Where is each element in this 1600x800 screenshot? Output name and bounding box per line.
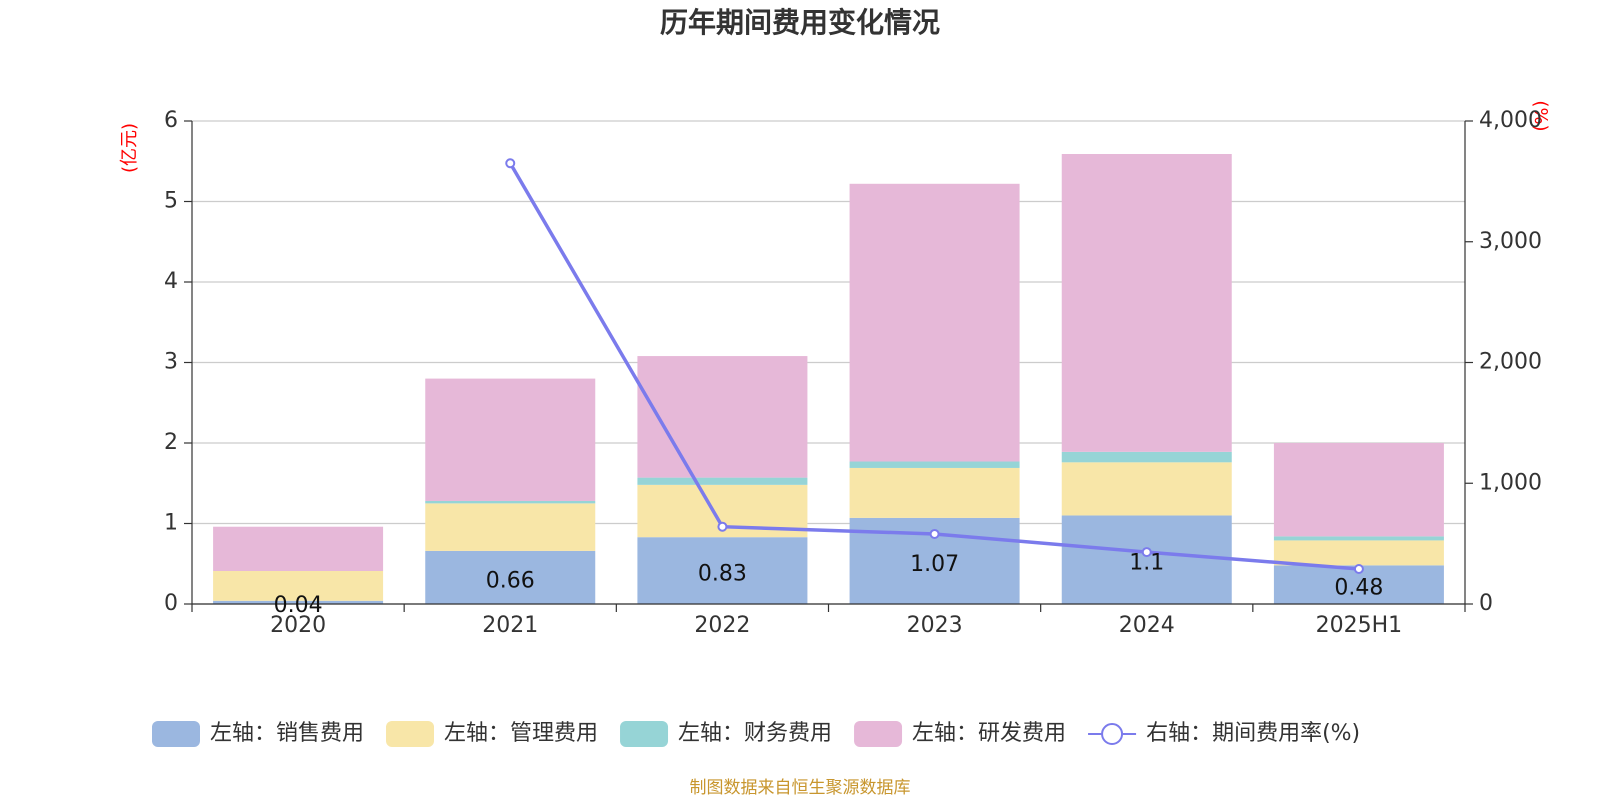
- x-tick-label: 2021: [482, 613, 538, 638]
- legend-label: 右轴：期间费用率(%): [1146, 721, 1360, 746]
- left-tick-label: 6: [164, 108, 178, 133]
- x-tick-label: 2020: [270, 613, 326, 638]
- left-tick-label: 1: [164, 511, 178, 536]
- bar-segment: [637, 537, 808, 604]
- bar-segment: [1273, 540, 1444, 566]
- source-note: 制图数据来自恒生聚源数据库: [690, 778, 911, 798]
- legend-swatch: [386, 721, 435, 747]
- bar-segment: [1061, 154, 1232, 452]
- right-tick-label: 3,000: [1479, 229, 1542, 254]
- left-tick-label: 0: [164, 591, 178, 616]
- right-axis-unit: (%): [1530, 100, 1551, 131]
- right-tick-label: 1,000: [1479, 470, 1542, 495]
- legend-label: 左轴：管理费用: [444, 721, 598, 746]
- bar-segment: [213, 526, 384, 571]
- bar-segment: [1061, 462, 1232, 516]
- bar-segment: [637, 477, 808, 485]
- bar-segment: [425, 500, 596, 504]
- rate-point: [505, 158, 516, 169]
- data-labels: 0.04 0.66 0.83 1.07 1.1 0.48: [274, 551, 1384, 618]
- bar-series: [213, 154, 1444, 604]
- legend: 左轴：销售费用 左轴：管理费用 左轴：财务费用 左轴：研发费用 右轴：期间费用率(%): [152, 721, 1360, 747]
- left-tick-label: 2: [164, 430, 178, 455]
- bar-segment: [1273, 536, 1444, 541]
- left-tick-label: 4: [164, 269, 178, 294]
- bar-segment: [425, 550, 596, 604]
- left-tick-label: 5: [164, 189, 178, 214]
- bar-segment: [425, 503, 596, 551]
- legend-swatch: [620, 721, 669, 747]
- bar-value-label: 1.1: [1129, 551, 1164, 576]
- x-tick-label: 2025H1: [1316, 613, 1403, 638]
- bar-value-label: 0.48: [1334, 576, 1383, 601]
- bar-segment: [213, 570, 384, 601]
- legend-label: 左轴：财务费用: [678, 721, 832, 746]
- bar-segment: [849, 467, 1020, 518]
- legend-swatch: [854, 721, 903, 747]
- bar-segment: [1061, 515, 1232, 604]
- line-series: [505, 158, 1364, 574]
- chart-title: 历年期间费用变化情况: [660, 6, 940, 39]
- rate-point: [717, 521, 728, 532]
- axes: 0 1 2 3 4 5 6 0 1,000 2,000 3,000 4,000 2020 2021 2022…: [164, 108, 1542, 638]
- x-tick-label: 2022: [694, 613, 750, 638]
- right-tick-label: 0: [1479, 591, 1493, 616]
- legend-line-marker: [1101, 723, 1124, 745]
- bar-segment: [849, 183, 1020, 462]
- bar-value-label: 0.66: [486, 568, 535, 593]
- bar-segment: [213, 600, 384, 604]
- bar-segment: [849, 461, 1020, 468]
- legend-swatch: [152, 721, 200, 747]
- bar-segment: [1061, 451, 1232, 463]
- right-tick-label: 2,000: [1479, 350, 1542, 375]
- rate-point: [1141, 547, 1152, 558]
- left-axis-unit: (亿元): [119, 123, 140, 173]
- bar-value-label: 0.83: [698, 562, 747, 587]
- rate-point: [1353, 563, 1364, 574]
- rate-point: [929, 528, 940, 539]
- x-tick-label: 2023: [907, 613, 963, 638]
- x-tick-label: 2024: [1119, 613, 1175, 638]
- right-tick-label: 4,000: [1479, 108, 1542, 133]
- bar-segment: [637, 356, 808, 478]
- left-tick-label: 3: [164, 350, 178, 375]
- bar-value-label: 0.04: [274, 593, 323, 618]
- legend-label: 左轴：销售费用: [210, 721, 364, 746]
- bar-segment: [425, 378, 596, 501]
- legend-label: 左轴：研发费用: [912, 721, 1066, 746]
- bar-value-label: 1.07: [910, 552, 959, 577]
- bar-segment: [1273, 443, 1444, 537]
